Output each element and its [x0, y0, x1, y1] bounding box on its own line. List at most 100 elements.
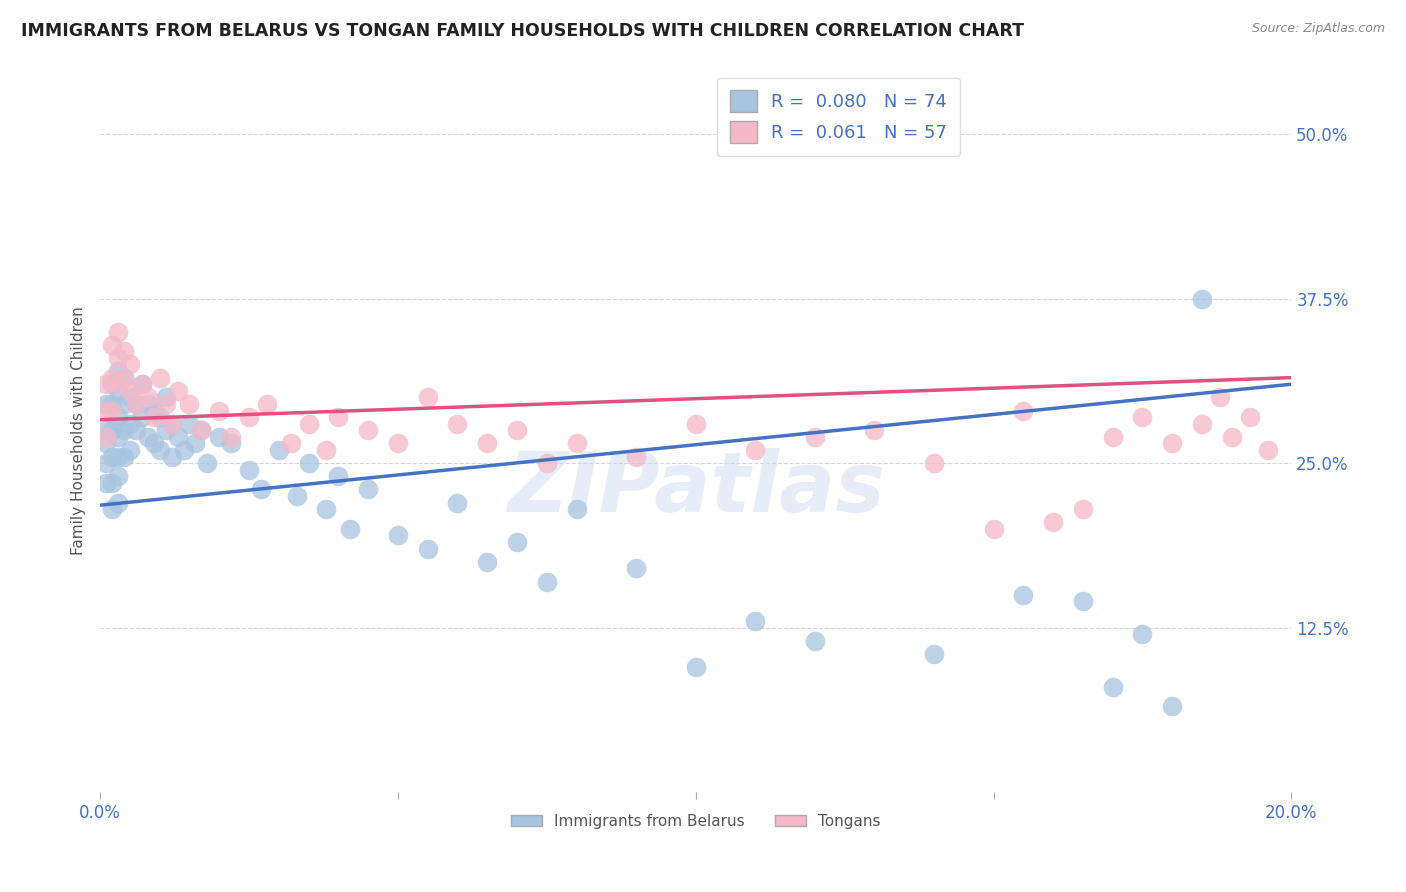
Point — [107, 495, 129, 509]
Point — [339, 522, 361, 536]
Point — [160, 450, 183, 464]
Point — [297, 456, 319, 470]
Point — [624, 561, 647, 575]
Point — [477, 555, 499, 569]
Point — [101, 403, 124, 417]
Point — [131, 377, 153, 392]
Point — [94, 475, 117, 490]
Point — [179, 417, 201, 431]
Point — [149, 410, 172, 425]
Point — [238, 463, 260, 477]
Point — [107, 430, 129, 444]
Point — [149, 370, 172, 384]
Point — [142, 403, 165, 417]
Point — [112, 397, 135, 411]
Point — [1071, 594, 1094, 608]
Point — [565, 502, 588, 516]
Point — [190, 423, 212, 437]
Point — [1042, 516, 1064, 530]
Point — [125, 423, 148, 437]
Point — [256, 397, 278, 411]
Point — [118, 442, 141, 457]
Point — [107, 351, 129, 365]
Point — [387, 528, 409, 542]
Point — [328, 469, 350, 483]
Point — [112, 344, 135, 359]
Text: IMMIGRANTS FROM BELARUS VS TONGAN FAMILY HOUSEHOLDS WITH CHILDREN CORRELATION CH: IMMIGRANTS FROM BELARUS VS TONGAN FAMILY… — [21, 22, 1024, 40]
Point — [285, 489, 308, 503]
Point — [94, 430, 117, 444]
Point — [107, 377, 129, 392]
Point — [125, 397, 148, 411]
Point — [804, 633, 827, 648]
Point — [446, 495, 468, 509]
Point — [107, 325, 129, 339]
Point — [506, 535, 529, 549]
Point — [744, 614, 766, 628]
Point — [536, 574, 558, 589]
Point — [328, 410, 350, 425]
Point — [160, 417, 183, 431]
Point — [101, 377, 124, 392]
Point — [565, 436, 588, 450]
Point — [166, 384, 188, 398]
Point — [136, 397, 159, 411]
Point — [238, 410, 260, 425]
Point — [387, 436, 409, 450]
Point — [101, 370, 124, 384]
Point — [1161, 699, 1184, 714]
Point — [136, 430, 159, 444]
Point — [101, 423, 124, 437]
Point — [922, 647, 945, 661]
Point — [142, 410, 165, 425]
Point — [107, 384, 129, 398]
Point — [179, 397, 201, 411]
Point — [357, 423, 380, 437]
Point — [107, 469, 129, 483]
Point — [101, 337, 124, 351]
Point — [136, 390, 159, 404]
Point — [983, 522, 1005, 536]
Point — [357, 483, 380, 497]
Point — [506, 423, 529, 437]
Point — [315, 502, 337, 516]
Point — [107, 364, 129, 378]
Point — [101, 397, 124, 411]
Point — [1132, 627, 1154, 641]
Text: Source: ZipAtlas.com: Source: ZipAtlas.com — [1251, 22, 1385, 36]
Point — [155, 390, 177, 404]
Point — [107, 450, 129, 464]
Point — [1191, 417, 1213, 431]
Point — [112, 423, 135, 437]
Point — [155, 423, 177, 437]
Point — [804, 430, 827, 444]
Point — [101, 450, 124, 464]
Point — [173, 442, 195, 457]
Point — [315, 442, 337, 457]
Point — [118, 417, 141, 431]
Point — [1101, 430, 1123, 444]
Point — [94, 423, 117, 437]
Point — [1071, 502, 1094, 516]
Point — [131, 377, 153, 392]
Point — [1101, 680, 1123, 694]
Point — [94, 397, 117, 411]
Point — [208, 430, 231, 444]
Point — [280, 436, 302, 450]
Point — [1220, 430, 1243, 444]
Legend: Immigrants from Belarus, Tongans: Immigrants from Belarus, Tongans — [505, 808, 886, 835]
Point — [685, 417, 707, 431]
Point — [1161, 436, 1184, 450]
Point — [922, 456, 945, 470]
Point — [297, 417, 319, 431]
Point — [94, 436, 117, 450]
Point — [1209, 390, 1232, 404]
Point — [863, 423, 886, 437]
Point — [112, 450, 135, 464]
Point — [219, 430, 242, 444]
Point — [131, 410, 153, 425]
Point — [118, 358, 141, 372]
Point — [446, 417, 468, 431]
Point — [208, 403, 231, 417]
Point — [94, 403, 117, 417]
